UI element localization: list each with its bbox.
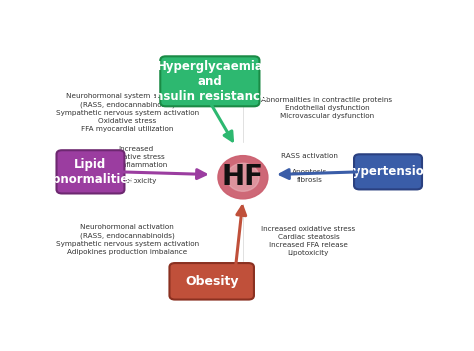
Ellipse shape	[218, 155, 268, 199]
Text: Abnormalities in contractile proteins
Endothelial dysfunction
Microvascular dysf: Abnormalities in contractile proteins En…	[261, 97, 392, 119]
Text: Lipid
abnormalities: Lipid abnormalities	[45, 158, 136, 186]
Ellipse shape	[227, 163, 259, 191]
Text: Increased oxidative stress
Cardiac steatosis
Increased FFA release
Lipotoxicity: Increased oxidative stress Cardiac steat…	[261, 226, 356, 256]
FancyBboxPatch shape	[169, 263, 254, 299]
Text: Neurohormonal system activation
(RASS, endocannabinoids)
Sympathetic nervous sys: Neurohormonal system activation (RASS, e…	[56, 93, 199, 132]
Text: HF: HF	[222, 163, 264, 191]
FancyBboxPatch shape	[56, 150, 125, 193]
Text: Obesity: Obesity	[185, 275, 238, 288]
Text: RASS activation

Apoptosis
fibrosis: RASS activation Apoptosis fibrosis	[282, 153, 338, 183]
FancyBboxPatch shape	[160, 56, 259, 106]
Text: Hyperglycaemia
and
insulin resistance: Hyperglycaemia and insulin resistance	[151, 60, 268, 103]
Text: Increased
oxidative stress
and inflammation

Lipotoxicity: Increased oxidative stress and inflammat…	[104, 146, 168, 184]
Text: Neurohormonal activation
(RASS, endocannabinoids)
Sympathetic nervous system act: Neurohormonal activation (RASS, endocann…	[56, 224, 199, 255]
FancyBboxPatch shape	[354, 154, 422, 190]
Text: Hypertension: Hypertension	[344, 165, 433, 178]
